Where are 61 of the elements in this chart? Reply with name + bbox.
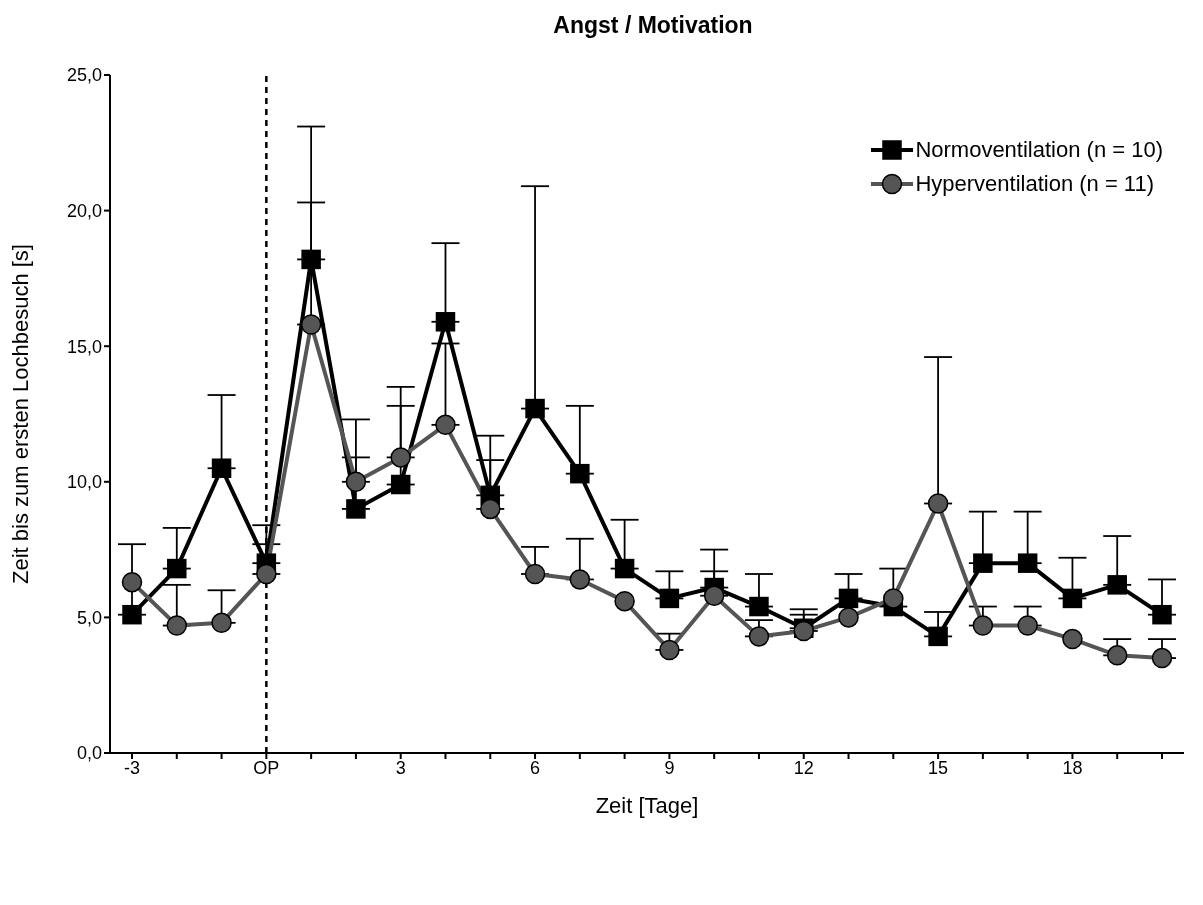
point bbox=[1107, 575, 1127, 595]
point bbox=[345, 471, 367, 493]
x-tick-label: -3 bbox=[123, 757, 141, 778]
legend-label: Hyperventilation (n = 11) bbox=[915, 171, 1155, 197]
y-tick-label: 15,0 bbox=[66, 336, 102, 357]
y-tick-label: 10,0 bbox=[66, 472, 102, 493]
y-tick-label: 25,0 bbox=[66, 65, 102, 86]
point bbox=[525, 398, 545, 419]
point bbox=[749, 596, 769, 617]
point bbox=[1017, 553, 1038, 573]
point bbox=[390, 474, 411, 495]
point bbox=[748, 626, 770, 647]
x-tick-label: 15 bbox=[928, 757, 949, 778]
point bbox=[1017, 615, 1038, 636]
point bbox=[1062, 628, 1083, 650]
point bbox=[300, 314, 322, 335]
point bbox=[390, 447, 411, 468]
x-tick-label: 12 bbox=[793, 757, 814, 778]
point bbox=[435, 414, 456, 436]
point bbox=[1151, 647, 1173, 669]
point bbox=[838, 588, 859, 609]
y-tick-label: 20,0 bbox=[66, 200, 102, 221]
point bbox=[1106, 645, 1128, 666]
legend-label: Normoventilation (n = 10) bbox=[915, 137, 1163, 163]
x-tick-label: 6 bbox=[530, 757, 541, 778]
point bbox=[927, 493, 949, 514]
point bbox=[703, 585, 725, 606]
point bbox=[301, 249, 321, 270]
point bbox=[435, 312, 456, 332]
point bbox=[569, 569, 591, 590]
x-axis-title: Zeit [Tage] bbox=[595, 793, 699, 818]
point bbox=[346, 499, 366, 519]
point bbox=[166, 615, 188, 636]
x-tick-label: OP bbox=[253, 757, 280, 778]
point bbox=[211, 612, 232, 634]
x-tick-label: 3 bbox=[395, 757, 406, 778]
point bbox=[973, 553, 993, 573]
point bbox=[122, 604, 142, 625]
x-tick-label: 18 bbox=[1062, 757, 1083, 778]
point bbox=[480, 498, 501, 520]
y-axis-title: Zeit bis zum ersten Lochbesuch [s] bbox=[7, 244, 33, 584]
point bbox=[614, 558, 635, 579]
point bbox=[1062, 588, 1083, 609]
y-tick-label: 0,0 bbox=[76, 743, 102, 764]
point bbox=[167, 558, 187, 579]
point bbox=[524, 563, 546, 585]
point bbox=[614, 590, 635, 612]
point bbox=[659, 639, 680, 661]
point bbox=[570, 463, 590, 484]
x-tick-label: 9 bbox=[664, 757, 675, 778]
point bbox=[121, 571, 143, 593]
point bbox=[972, 615, 994, 636]
point bbox=[659, 588, 680, 609]
chart-title: Angst / Motivation bbox=[552, 12, 754, 39]
point bbox=[211, 458, 232, 478]
point bbox=[838, 607, 859, 628]
point bbox=[883, 588, 904, 609]
point bbox=[256, 563, 277, 585]
point bbox=[1152, 604, 1172, 625]
y-tick-label: 5,0 bbox=[76, 607, 102, 628]
point bbox=[928, 626, 948, 647]
